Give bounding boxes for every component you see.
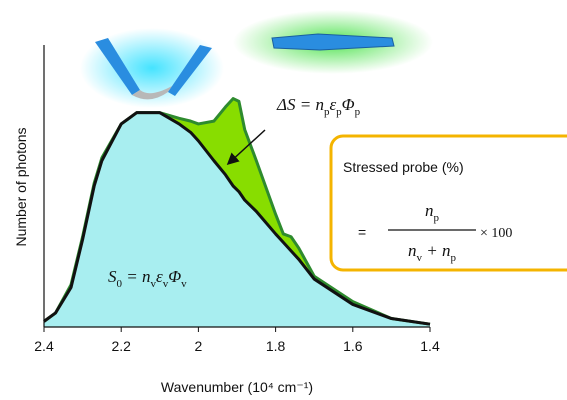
x-axis-label: Wavenumber (10⁴ cm⁻¹) xyxy=(161,379,313,395)
formula-part: n xyxy=(408,241,417,260)
x-tick-label: 1.6 xyxy=(343,338,363,354)
formula-part: Φ xyxy=(168,267,181,286)
formula-part: ΔS = n xyxy=(276,95,324,114)
formula-part: p xyxy=(434,212,440,224)
formula-part: n xyxy=(425,201,434,220)
x-tick-label: 1.8 xyxy=(266,338,286,354)
formula-part: p xyxy=(355,106,361,118)
formula-part: v xyxy=(181,278,187,290)
x-tick-label: 1.4 xyxy=(420,338,440,354)
formula-part: Φ xyxy=(342,95,355,114)
formula-part: + n xyxy=(422,241,450,260)
formula-equals: = xyxy=(358,224,366,240)
x-tick-label: 2.2 xyxy=(111,338,131,354)
x-tick-label: 2.4 xyxy=(34,338,54,354)
y-axis-label: Number of photons xyxy=(13,127,29,246)
chart: Wavenumber (10⁴ cm⁻¹) Number of photons … xyxy=(0,0,567,400)
box-title: Stressed probe (%) xyxy=(343,159,464,175)
delta-s-annotation: ΔS = npεpΦp xyxy=(276,95,361,118)
x-tick-label: 2 xyxy=(195,338,203,354)
formula-part: = n xyxy=(122,267,150,286)
formula-multiplier: × 100 xyxy=(480,226,512,241)
formula-part: p xyxy=(450,252,456,264)
